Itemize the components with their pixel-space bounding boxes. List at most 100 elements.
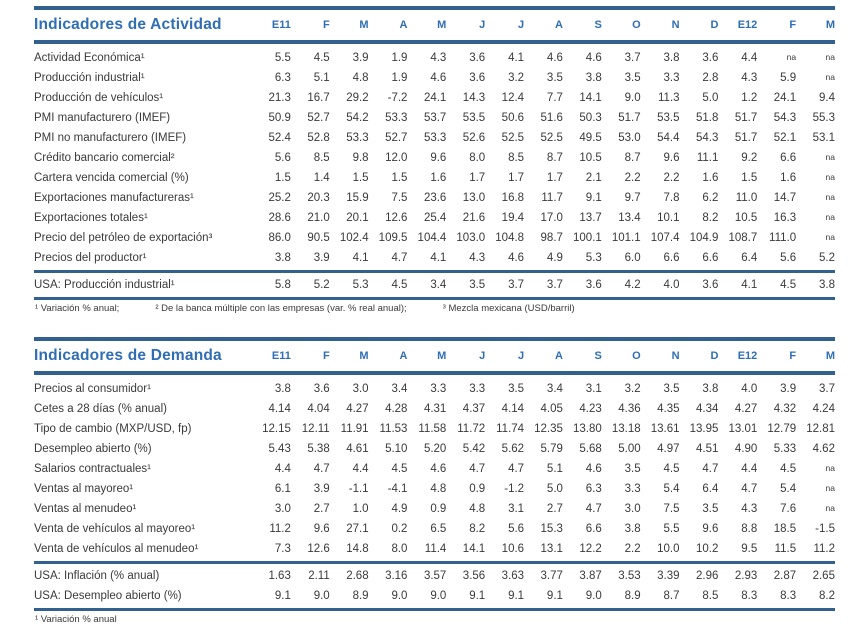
table-cell: 12.15	[262, 423, 291, 435]
table-cell: 4.7	[702, 463, 719, 475]
table-cell: 8.2	[702, 212, 719, 224]
table-cell: 18.5	[773, 523, 797, 535]
table-cell: 4.2	[624, 279, 641, 291]
table-cell: 3.63	[501, 570, 525, 582]
table-cell: 9.8	[352, 152, 369, 164]
table-cell: 3.5	[624, 72, 641, 84]
header-rule	[34, 40, 835, 44]
table-cell: 9.6	[702, 523, 719, 535]
table-cell: 53.3	[385, 112, 408, 124]
table-cell: 7.7	[546, 92, 563, 104]
table-cell: 4.6	[508, 252, 525, 264]
table-cell: 4.7	[741, 483, 758, 495]
table-cell: 8.7	[546, 152, 563, 164]
table-cell: 1.7	[546, 172, 563, 184]
table-cell: -7.2	[387, 92, 408, 104]
table-cell: 5.2	[313, 279, 330, 291]
activity-usa-rows: USA: Producción industrial¹ 5.8 5.2 5.3 4.5…	[34, 273, 835, 297]
usa-separator-rule	[34, 270, 835, 273]
table-cell: na	[825, 232, 835, 242]
table-cell: 3.7	[624, 52, 641, 64]
table-cell: 9.5	[741, 543, 758, 555]
table-cell: 9.0	[313, 590, 330, 602]
table-cell: 4.6	[585, 52, 602, 64]
row-label: Desempleo abierto (%)	[34, 443, 152, 455]
table-cell: 3.3	[663, 72, 680, 84]
table-cell: 0.9	[430, 503, 447, 515]
table-cell: 4.9	[546, 252, 563, 264]
column-header: M	[825, 350, 835, 362]
row-label: Actividad Económica¹	[34, 52, 145, 64]
table-cell: na	[825, 152, 835, 162]
table-cell: 25.4	[423, 212, 447, 224]
table-cell: 3.16	[385, 570, 408, 582]
table-cell: -1.2	[504, 483, 525, 495]
row-label: PMI no manufacturero (IMEF)	[34, 132, 187, 144]
row-values: 4.4 4.7 4.4 4.5 4.6 4.7 4.7 5.1 4.6 3.5 4.5 4.7 4.4 4…	[252, 463, 835, 475]
table-cell: 9.1	[585, 192, 602, 204]
table-cell: 104.8	[495, 232, 525, 244]
footnote-segment: ² De la banca múltiple con las empresas …	[155, 303, 407, 314]
table-row: USA: Producción industrial¹ 5.8 5.2 5.3 4.5…	[34, 275, 835, 295]
table-cell: 11.91	[340, 423, 369, 435]
table-cell: 8.3	[780, 590, 797, 602]
table-cell: 5.3	[352, 279, 369, 291]
footnote-segment: ³ Mezcla mexicana (USD/barril)	[442, 303, 575, 314]
table-cell: 53.3	[346, 132, 369, 144]
table-cell: 52.8	[307, 132, 330, 144]
table-cell: 13.4	[618, 212, 641, 224]
table-cell: 4.5	[391, 463, 408, 475]
table-cell: 5.33	[773, 443, 797, 455]
table-cell: 1.63	[268, 570, 291, 582]
table-cell: 4.51	[696, 443, 719, 455]
table-cell: 4.3	[469, 252, 486, 264]
row-label: Precios al consumidor¹	[34, 383, 151, 395]
demand-indicators-table: Indicadores de Demanda E11 F M A M J J A S O N D E12…	[34, 337, 835, 628]
table-cell: 13.7	[579, 212, 602, 224]
table-cell: 4.37	[462, 403, 486, 415]
table-cell: 23.6	[423, 192, 447, 204]
row-values: 50.9 52.7 54.2 53.3 53.7 53.5 50.6 51.6 50.3 51.7…	[252, 112, 835, 124]
row-label: Salarios contractuales¹	[34, 463, 151, 475]
table-cell: 9.1	[546, 590, 563, 602]
table-cell: 4.27	[734, 403, 758, 415]
table-cell: 5.42	[462, 443, 486, 455]
table-cell: 4.27	[346, 403, 369, 415]
table-row: USA: Inflación (% anual) 1.63 2.11 2.68 3.1…	[34, 566, 835, 586]
table-cell: 102.4	[339, 232, 369, 244]
table-cell: 27.1	[346, 523, 369, 535]
column-header: D	[710, 19, 719, 31]
table-cell: 5.1	[546, 463, 563, 475]
table-cell: 3.77	[540, 570, 563, 582]
table-cell: 1.9	[391, 72, 408, 84]
column-header: M	[359, 19, 369, 31]
table-row: Exportaciones manufactureras¹ 25.2 20.3 15…	[34, 188, 835, 208]
table-cell: 12.35	[534, 423, 563, 435]
table-cell: 12.11	[301, 423, 330, 435]
table-cell: 4.4	[274, 463, 291, 475]
table-cell: 21.6	[462, 212, 486, 224]
column-header: M	[825, 19, 835, 31]
table-cell: 3.7	[508, 279, 525, 291]
table-cell: 11.7	[541, 192, 563, 204]
bottom-rule	[34, 297, 835, 300]
column-header: A	[554, 350, 563, 362]
table-cell: 104.9	[689, 232, 719, 244]
table-cell: 2.87	[773, 570, 797, 582]
table-cell: 21.0	[307, 212, 330, 224]
table-row: Desempleo abierto (%) 5.43 5.38 4.61 5.10 5.…	[34, 439, 835, 459]
table-cell: 53.0	[618, 132, 641, 144]
table-cell: 3.7	[546, 279, 563, 291]
table-cell: 14.7	[773, 192, 797, 204]
row-values: 12.15 12.11 11.91 11.53 11.58 11.72 11.74 12.35…	[252, 423, 835, 435]
table-cell: 11.0	[735, 192, 758, 204]
table-cell: 2.68	[346, 570, 369, 582]
column-header: J	[517, 19, 525, 31]
table-cell: 52.5	[501, 132, 525, 144]
table-cell: 4.7	[585, 503, 602, 515]
table-cell: 3.57	[423, 570, 447, 582]
table-gap	[34, 317, 835, 337]
table-cell: 3.3	[624, 483, 641, 495]
column-header: O	[632, 350, 641, 362]
table-cell: 3.8	[274, 383, 291, 395]
